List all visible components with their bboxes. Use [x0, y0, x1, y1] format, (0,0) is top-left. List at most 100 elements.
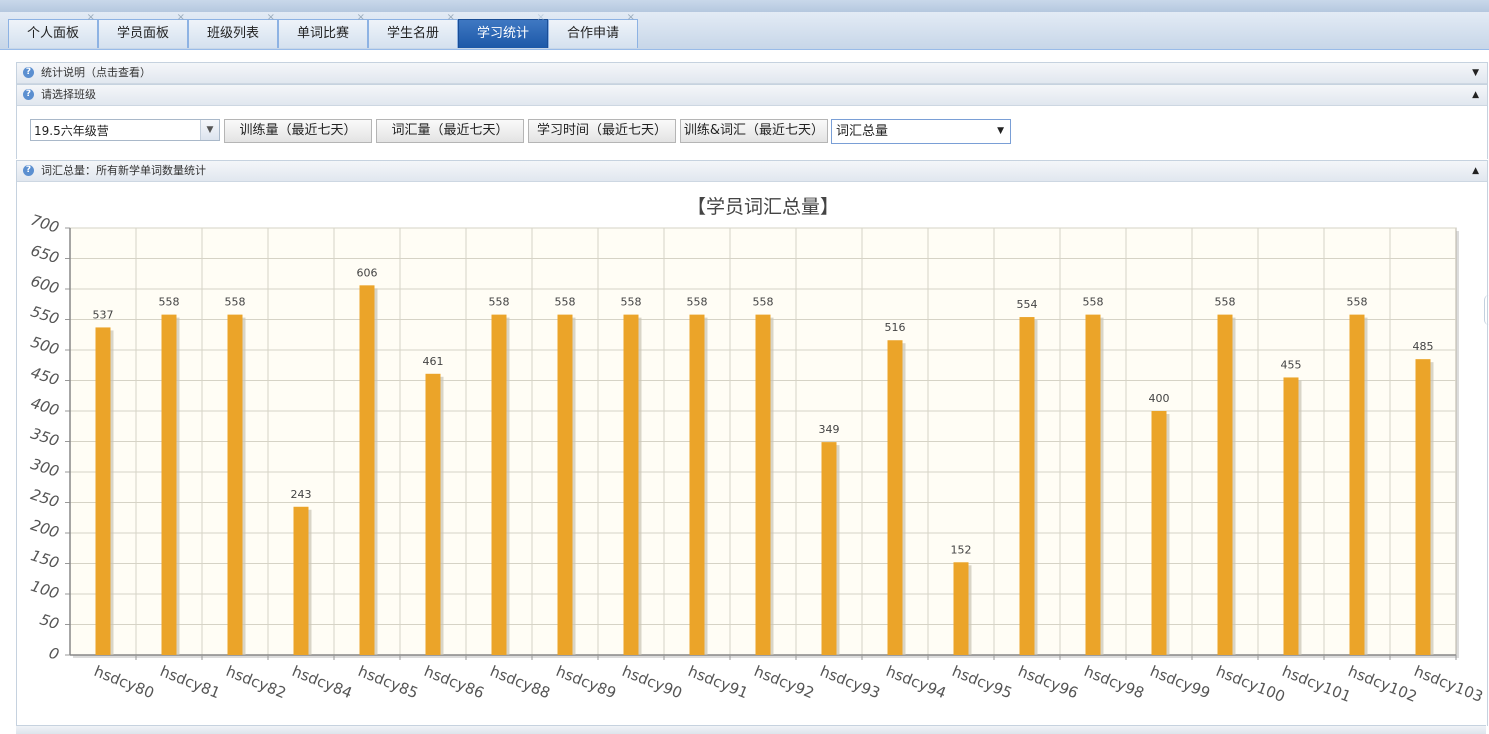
data-label: 558	[489, 296, 510, 309]
tab-6[interactable]: 学习统计 ×	[458, 12, 548, 48]
data-label: 400	[1149, 392, 1170, 405]
bar	[755, 314, 771, 655]
tab-5[interactable]: 学生名册 ×	[368, 12, 458, 48]
y-tick-label: 150	[29, 546, 62, 572]
chart-panel-header[interactable]: ? 词汇总量：所有新学单词数量统计 ▲	[17, 161, 1487, 182]
bottom-panel-edge	[16, 725, 1486, 734]
chevron-up-icon[interactable]: ▲	[1472, 166, 1479, 176]
close-icon[interactable]: ×	[176, 12, 185, 23]
x-tick-label: hsdcy84	[290, 662, 355, 702]
data-label: 554	[1017, 298, 1038, 311]
data-label: 558	[621, 296, 642, 309]
bar	[1415, 359, 1431, 655]
stat-select[interactable]: 词汇总量 ▼	[831, 119, 1011, 144]
top-strip	[0, 0, 1489, 12]
data-label: 558	[1083, 296, 1104, 309]
x-tick-label: hsdcy102	[1346, 662, 1420, 706]
x-tick-label: hsdcy82	[224, 662, 289, 702]
tab-label: 单词比赛	[296, 26, 349, 41]
question-icon: ?	[23, 165, 34, 176]
close-icon[interactable]: ×	[626, 12, 635, 23]
chevron-down-icon[interactable]: ▼	[1472, 68, 1479, 78]
data-label: 558	[753, 296, 774, 309]
data-label: 349	[819, 423, 840, 436]
x-tick-label: hsdcy89	[554, 662, 619, 702]
chevron-down-icon[interactable]: ▼	[997, 126, 1004, 136]
bar	[1019, 317, 1035, 655]
tab-bar: 个人面板 × 学员面板 × 班级列表 × 单词比赛 × 学生名册 × 学习统计 × 合作申请 ×	[0, 12, 1489, 50]
scroll-edge	[1484, 295, 1489, 325]
chevron-down-icon[interactable]: ▼	[200, 120, 219, 140]
x-tick-label: hsdcy90	[620, 662, 685, 702]
bar	[1217, 314, 1233, 655]
tab-label: 学生名册	[386, 26, 439, 41]
bar	[689, 314, 705, 655]
stat-select-value: 词汇总量	[836, 124, 889, 139]
class-select[interactable]: 19.5六年级营 ▼	[30, 119, 220, 141]
bar	[293, 506, 309, 655]
question-icon: ?	[23, 89, 34, 100]
bar	[95, 327, 111, 655]
x-tick-label: hsdcy101	[1280, 662, 1354, 706]
x-tick-label: hsdcy98	[1082, 662, 1147, 702]
select-class-panel-title: 请选择班级	[41, 88, 96, 101]
tab-2[interactable]: 学员面板 ×	[98, 12, 188, 48]
data-label: 606	[357, 266, 378, 279]
vocab-bar-chart: 【学员词汇总量】 0 50 100 150 200 250 300 350 400 450 500 55…	[29, 196, 1483, 706]
y-tick-label: 400	[29, 394, 62, 420]
bar	[227, 314, 243, 655]
y-tick-label: 500	[29, 333, 62, 359]
info-panel-title: 统计说明（点击查看）	[41, 66, 151, 79]
data-label: 558	[1347, 296, 1368, 309]
training-vocab-7days-button[interactable]: 训练&词汇（最近七天）	[680, 119, 828, 143]
y-tick-label: 200	[29, 516, 62, 542]
bar	[1349, 314, 1365, 655]
bar	[1085, 314, 1101, 655]
vocab-7days-button[interactable]: 词汇量（最近七天）	[376, 119, 524, 143]
data-label: 455	[1281, 358, 1302, 371]
bar	[557, 314, 573, 655]
study-time-7days-button[interactable]: 学习时间（最近七天）	[528, 119, 676, 143]
y-tick-label: 0	[47, 644, 62, 664]
x-tick-label: hsdcy100	[1214, 662, 1288, 706]
data-label: 152	[951, 543, 972, 556]
y-tick-label: 350	[29, 424, 62, 450]
data-label: 537	[93, 308, 114, 321]
tab-4[interactable]: 单词比赛 ×	[278, 12, 368, 48]
close-icon[interactable]: ×	[356, 12, 365, 23]
tab-label: 合作申请	[566, 26, 619, 41]
select-class-panel: ? 请选择班级 ▲	[16, 84, 1488, 159]
bar	[1151, 411, 1167, 655]
tab-list: 个人面板 × 学员面板 × 班级列表 × 单词比赛 × 学生名册 × 学习统计 × 合作申请 ×	[8, 12, 638, 49]
chart-panel-title: 词汇总量：所有新学单词数量统计	[41, 164, 206, 177]
data-label: 485	[1413, 340, 1434, 353]
close-icon[interactable]: ×	[536, 12, 545, 23]
close-icon[interactable]: ×	[86, 12, 95, 23]
data-label: 558	[687, 296, 708, 309]
data-label: 558	[159, 296, 180, 309]
training-7days-button[interactable]: 训练量（最近七天）	[224, 119, 372, 143]
chart-panel: ? 词汇总量：所有新学单词数量统计 ▲	[16, 160, 1488, 726]
x-tick-label: hsdcy80	[92, 662, 157, 702]
data-label: 243	[291, 488, 312, 501]
tab-7[interactable]: 合作申请 ×	[548, 12, 638, 48]
x-tick-label: hsdcy81	[158, 662, 223, 702]
bar	[623, 314, 639, 655]
x-tick-label: hsdcy94	[884, 662, 949, 702]
y-tick-label: 550	[29, 302, 62, 328]
tab-label: 学员面板	[116, 26, 169, 41]
x-tick-label: hsdcy92	[752, 662, 817, 702]
y-tick-label: 650	[29, 241, 62, 267]
close-icon[interactable]: ×	[446, 12, 455, 23]
close-icon[interactable]: ×	[266, 12, 275, 23]
tab-label: 班级列表	[206, 26, 259, 41]
data-label: 558	[555, 296, 576, 309]
y-tick-label: 450	[29, 363, 62, 389]
info-panel-header[interactable]: ? 统计说明（点击查看） ▼	[17, 63, 1487, 84]
chevron-up-icon[interactable]: ▲	[1472, 90, 1479, 100]
tab-1[interactable]: 个人面板 ×	[8, 12, 98, 48]
select-class-panel-header[interactable]: ? 请选择班级 ▲	[17, 85, 1487, 106]
tab-3[interactable]: 班级列表 ×	[188, 12, 278, 48]
chart-title: 【学员词汇总量】	[687, 196, 839, 218]
class-select-value: 19.5六年级营	[34, 124, 109, 138]
